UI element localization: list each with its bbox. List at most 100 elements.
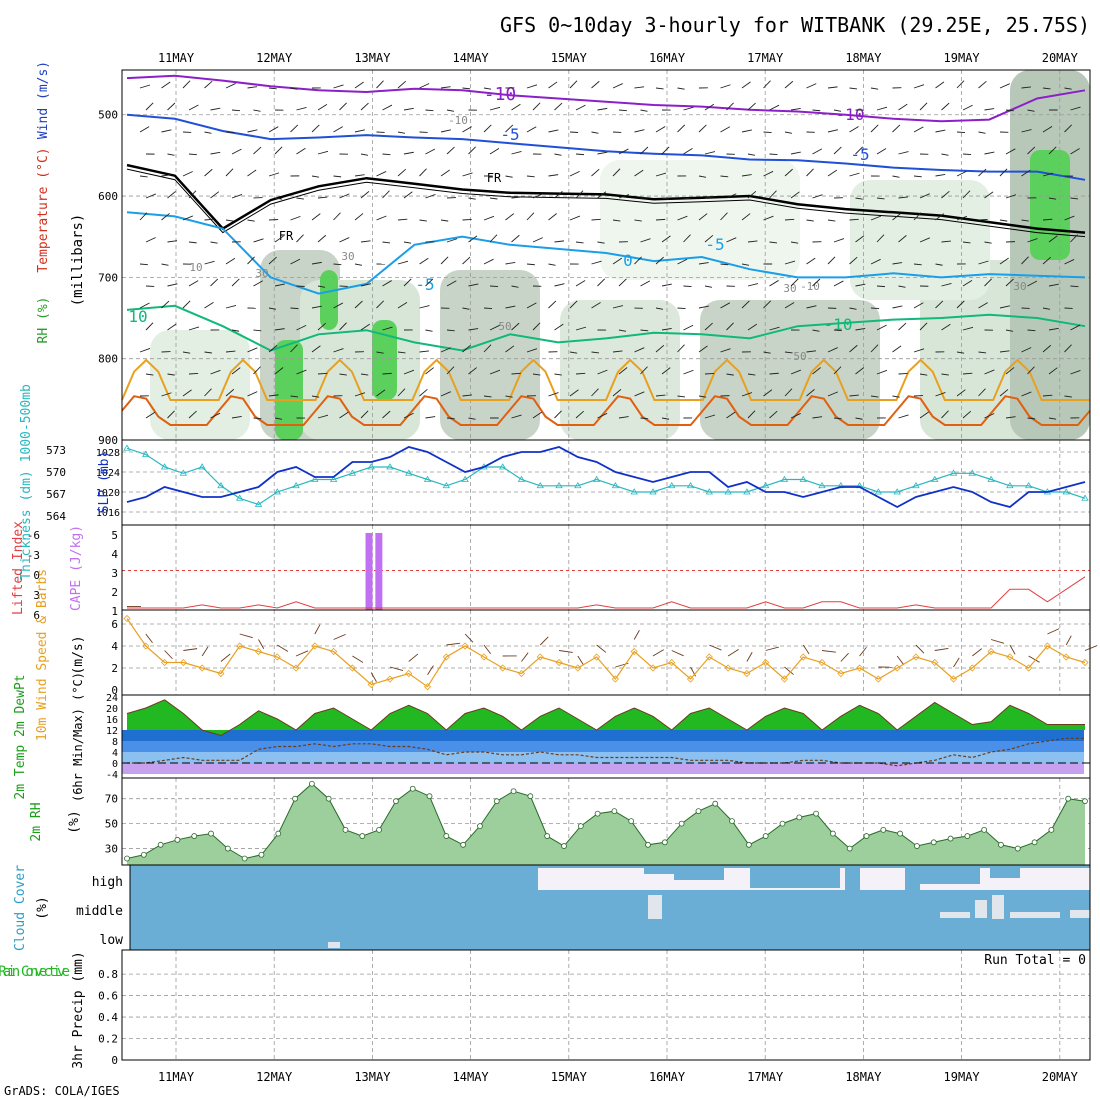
wind-barb: [274, 235, 284, 243]
lifted-tick-label: -3: [27, 549, 40, 562]
wind-speed-marker: [405, 669, 413, 678]
wind-barb: [483, 87, 492, 90]
rh-marker: [846, 845, 853, 852]
wind-barb: [161, 129, 172, 133]
wind-barb: [419, 168, 427, 177]
wind-barb: [634, 347, 645, 353]
wind-barb: [870, 395, 879, 398]
wind-barb: [812, 278, 821, 287]
thickness-marker: [893, 488, 901, 495]
wind-barb: [370, 672, 377, 682]
wind-barb: [1070, 197, 1079, 200]
wind-speed-marker: [311, 642, 319, 650]
wind-barb: [941, 240, 951, 243]
contour-label: -10: [484, 84, 517, 105]
wind-barb: [634, 256, 642, 265]
slp-tick-label: 1020: [96, 488, 120, 499]
wind-barb: [591, 260, 602, 265]
wind-barb: [569, 351, 578, 354]
chart-title: GFS 0~10day 3-hourly for WITBANK (29.25E…: [500, 13, 1090, 37]
rh-marker: [241, 855, 248, 862]
wind-barb: [505, 213, 515, 221]
wind-speed-marker: [386, 675, 394, 683]
wind-barb: [870, 215, 882, 221]
wind-barb: [511, 372, 521, 375]
wind-barb: [425, 416, 436, 419]
wind-barb: [1027, 109, 1035, 112]
wind-barb: [220, 653, 231, 662]
wind-barb: [640, 109, 648, 112]
wind-barb: [354, 300, 363, 309]
wind-barb: [919, 237, 930, 243]
temp-tick-label: 0: [112, 759, 118, 770]
thickness-marker: [254, 500, 263, 507]
lifted-tick-label: 0: [33, 569, 40, 582]
wind-barb: [462, 344, 471, 353]
wind-barb: [188, 104, 199, 111]
wind-barb: [397, 302, 408, 309]
thickness-marker: [123, 444, 131, 451]
wind-barb: [634, 129, 645, 133]
wind-barb: [876, 324, 887, 331]
wind-barb: [833, 417, 842, 420]
wind-barb: [769, 153, 778, 156]
wind-barb: [726, 322, 734, 331]
wind-barb: [139, 212, 148, 221]
wind-barb: [984, 413, 995, 419]
wind-barb: [941, 153, 949, 156]
wind-barb: [1005, 278, 1014, 287]
wind-barb: [333, 633, 346, 640]
wind-speed-marker: [1062, 653, 1070, 661]
wind-barb: [1027, 366, 1035, 375]
wind-barb: [677, 344, 685, 353]
wind-barb: [806, 219, 814, 222]
wind-barb: [446, 146, 455, 155]
thickness-tick-label: 567: [46, 488, 66, 501]
wind-barb: [1021, 391, 1032, 397]
lifted-cape-panel: -6 -3 0 3 6 5 4 3 2 1 Lifted Index CAPE (J/kg): [11, 521, 1091, 622]
wind-barb: [769, 280, 779, 287]
wind-barb: [167, 240, 178, 243]
rh2m-unit-label: (%): [67, 810, 82, 833]
wind-barb: [634, 169, 644, 177]
wind-barb: [612, 168, 621, 177]
wind-barb: [253, 146, 262, 155]
wind-speed-marker: [217, 669, 225, 678]
wind-barb: [311, 345, 321, 353]
wind-barb: [790, 369, 802, 375]
wind-axis-label: Wind (m/s): [36, 61, 51, 139]
wind-barb: [521, 652, 529, 662]
wind-barb: [941, 410, 949, 419]
contour-label: 50: [498, 320, 511, 333]
wind-barb: [704, 372, 715, 375]
wind-barb: [597, 107, 608, 111]
wind-barb: [833, 329, 842, 332]
wind-speed-marker: [367, 680, 375, 689]
upper-air-panel: -10-10-5-5FRFR-5-50-10-1010303010-105030…: [36, 61, 1091, 447]
wind-barb: [397, 351, 406, 354]
wind-barb: [1005, 109, 1014, 112]
wind-barb: [962, 153, 972, 156]
rh-marker: [140, 851, 147, 858]
wind-barb: [354, 392, 366, 397]
wind-barb: [389, 666, 404, 671]
wind-tick-label: 4: [111, 640, 118, 653]
wind-barb: [532, 411, 543, 419]
wind-barb: [247, 129, 258, 133]
wind-barb: [978, 218, 988, 221]
wind-barb: [661, 197, 670, 200]
thickness-marker: [517, 475, 526, 482]
wind-barb: [440, 256, 449, 265]
wind-barb: [704, 414, 716, 419]
wind-barb: [741, 392, 753, 397]
wind-barb: [827, 347, 838, 353]
wind-barb: [554, 153, 562, 156]
wind-barb: [763, 300, 772, 309]
wind-barb: [464, 633, 474, 643]
wind-barb: [812, 194, 823, 199]
wind-barb: [591, 131, 599, 134]
wind-speed-marker: [705, 653, 713, 661]
wind-barb: [569, 300, 578, 309]
thickness-marker: [1062, 488, 1070, 495]
